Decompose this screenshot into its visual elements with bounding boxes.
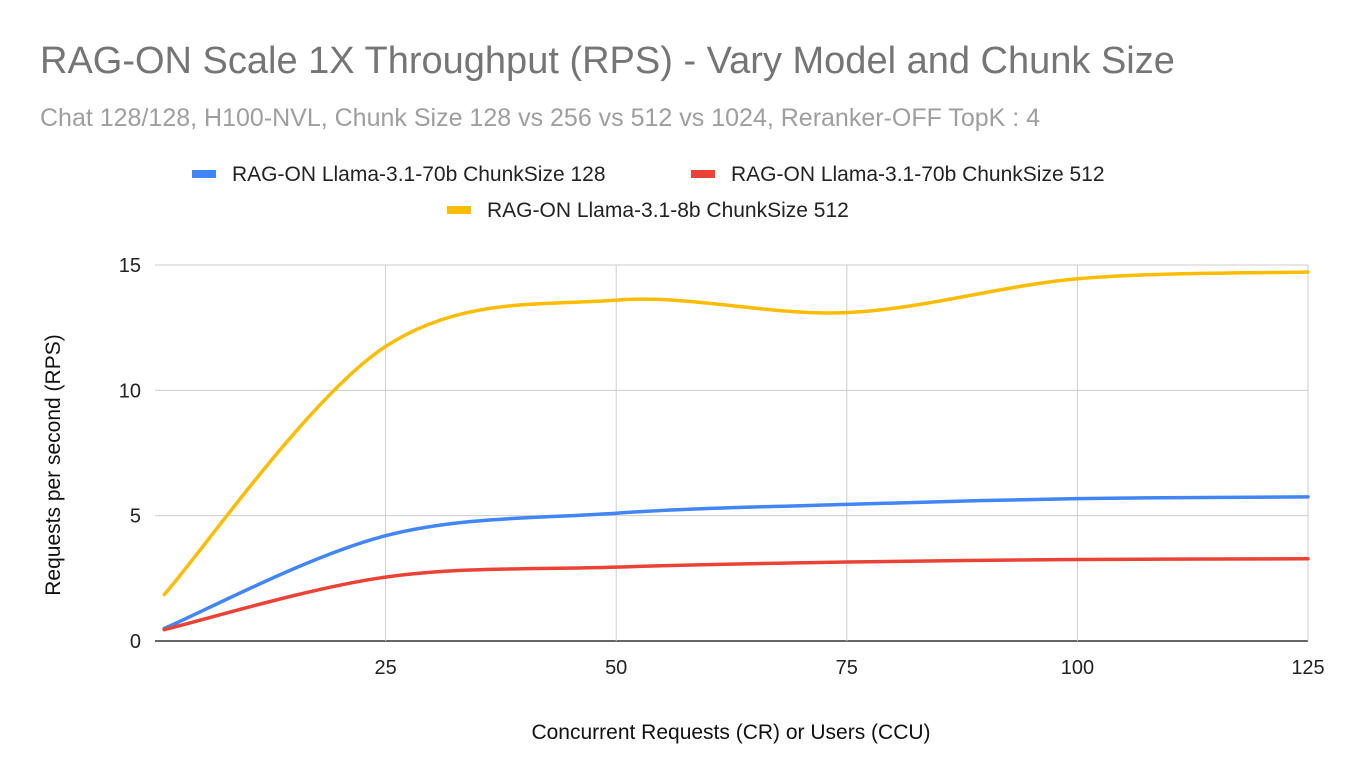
legend-label: RAG-ON Llama-3.1-70b ChunkSize 512 xyxy=(731,163,1105,186)
y-tick-label: 5 xyxy=(130,506,141,528)
chart-title: RAG-ON Scale 1X Throughput (RPS) - Vary … xyxy=(40,40,1175,82)
y-tick-label: 0 xyxy=(130,631,141,653)
x-axis-title: Concurrent Requests (CR) or Users (CCU) xyxy=(531,721,930,744)
x-tick-label: 100 xyxy=(1061,657,1094,679)
grid xyxy=(155,264,1309,642)
series-layer xyxy=(162,270,1310,632)
y-tick-label: 10 xyxy=(119,380,141,402)
chart-subtitle: Chat 128/128, H100-NVL, Chunk Size 128 v… xyxy=(40,104,1041,132)
series-line-2 xyxy=(162,557,1310,632)
series-line-1 xyxy=(162,495,1310,631)
x-tick-label: 25 xyxy=(374,657,396,679)
y-axis-title: Requests per second (RPS) xyxy=(42,334,65,595)
x-tick-label: 50 xyxy=(605,657,627,679)
legend-swatch xyxy=(192,170,216,178)
legend-label: RAG-ON Llama-3.1-8b ChunkSize 512 xyxy=(487,199,849,222)
legend-swatch xyxy=(691,170,715,178)
legend-label: RAG-ON Llama-3.1-70b ChunkSize 128 xyxy=(232,163,606,186)
series-line-3 xyxy=(162,270,1310,597)
legend-swatch xyxy=(447,206,471,214)
x-tick-label: 125 xyxy=(1291,657,1324,679)
y-tick-label: 15 xyxy=(119,255,141,277)
tick-labels: 0 5 10 15 25 50 75 100 125 xyxy=(119,255,1325,679)
x-tick-label: 75 xyxy=(836,657,858,679)
legend: RAG-ON Llama-3.1-70b ChunkSize 128 RAG-ON… xyxy=(192,163,1105,222)
